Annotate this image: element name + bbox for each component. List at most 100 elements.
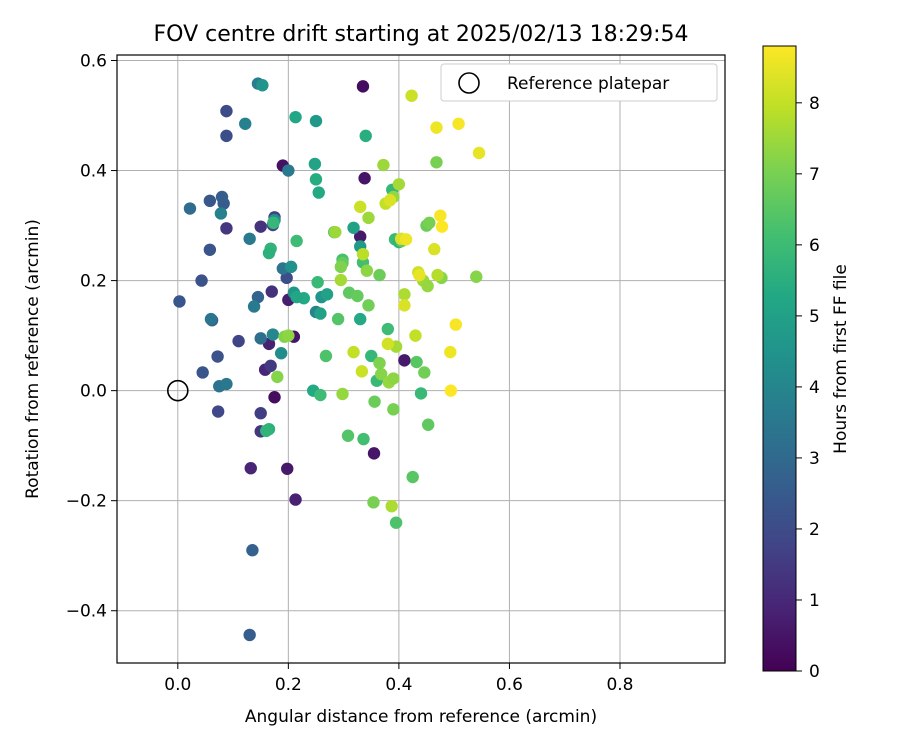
y-axis-ticks: −0.4 −0.2 0.0 0.2 0.4 0.6: [66, 52, 117, 622]
scatter-point: [309, 173, 323, 186]
scatter-point: [311, 276, 324, 289]
scatter-point: [215, 190, 229, 204]
y-tick-label: 0.0: [80, 382, 107, 402]
scatter-point: [282, 164, 295, 177]
scatter-point: [351, 289, 364, 303]
scatter-point: [220, 129, 233, 143]
scatter-point: [256, 79, 269, 92]
scatter-point: [358, 172, 371, 185]
scatter-point: [392, 178, 406, 191]
colorbar-tick-label: 4: [809, 378, 820, 398]
scatter-point: [365, 349, 378, 363]
scatter-point: [290, 234, 303, 248]
scatter-point: [334, 273, 348, 287]
scatter-point: [398, 288, 411, 301]
scatter-point: [314, 307, 327, 320]
scatter-point: [405, 89, 418, 102]
scatter-point: [435, 220, 449, 233]
scatter-point: [410, 355, 423, 369]
scatter-point: [264, 359, 277, 373]
scatter-point: [268, 391, 281, 404]
colorbar-tick-label: 5: [809, 307, 820, 327]
scatter-point: [444, 384, 458, 397]
scatter-point: [246, 544, 259, 557]
reference-marker-group: [167, 379, 189, 402]
scatter-point: [336, 387, 349, 401]
scatter-point: [472, 146, 486, 160]
scatter-point: [254, 406, 267, 420]
y-tick-label: 0.2: [80, 272, 107, 292]
scatter-point: [414, 387, 428, 400]
scatter-point: [173, 295, 186, 308]
scatter-point: [418, 366, 431, 379]
scatter-point: [355, 365, 369, 378]
y-tick-label: −0.2: [66, 492, 107, 512]
scatter-point: [428, 243, 441, 256]
scatter-point: [260, 424, 273, 438]
scatter-point: [359, 129, 372, 143]
scatter-point: [434, 209, 447, 222]
scatter-point: [341, 429, 355, 442]
scatter-point: [251, 290, 265, 304]
scatter-point: [421, 279, 434, 293]
scatter-point: [360, 264, 374, 277]
scatter-point: [377, 158, 390, 172]
scatter-point: [423, 216, 436, 230]
y-tick-label: 0.4: [80, 162, 107, 182]
scatter-point: [220, 104, 233, 118]
scatter-point: [357, 432, 370, 446]
scatter-point: [421, 418, 435, 431]
y-axis-label: Rotation from reference (arcmin): [23, 219, 43, 499]
legend: Reference platepar: [440, 63, 718, 102]
scatter-point: [267, 216, 280, 230]
scatter-point: [431, 268, 444, 282]
scatter-point: [262, 246, 276, 260]
x-axis-ticks: 0.0 0.2 0.4 0.6 0.8: [164, 663, 634, 695]
plot-area-frame: [116, 54, 726, 664]
scatter-point: [254, 220, 267, 233]
scatter-point: [398, 299, 411, 312]
y-tick-label: −0.4: [66, 602, 107, 622]
scatter-point: [413, 268, 426, 282]
colorbar-tick-label: 1: [809, 591, 820, 611]
scatter-point: [362, 211, 375, 225]
scatter-point: [320, 288, 334, 301]
colorbar-label: Hours from first FF file: [831, 264, 851, 454]
scatter-point: [203, 243, 217, 256]
scatter-point: [449, 318, 463, 331]
scatter-point: [398, 354, 411, 367]
x-tick-label: 0.0: [164, 675, 191, 695]
scatter-point: [289, 110, 302, 124]
colorbar: [762, 45, 797, 672]
reference-platepar-marker: [167, 379, 189, 402]
colorbar-tick-label: 7: [809, 165, 820, 185]
scatter-point: [329, 225, 342, 239]
scatter-point: [385, 499, 398, 513]
scatter-point: [331, 312, 345, 326]
scatter-point: [309, 114, 323, 128]
scatter-point: [354, 230, 367, 243]
scatter-point: [243, 628, 256, 642]
scatter-point: [211, 350, 224, 363]
scatter-point: [247, 300, 261, 313]
scatter-point: [399, 233, 413, 246]
scatter-point: [373, 356, 386, 370]
scatter-point: [196, 366, 209, 379]
scatter-point: [284, 260, 298, 274]
scatter-point: [430, 156, 443, 169]
colorbar-tick-label: 2: [809, 520, 820, 540]
scatter-point: [183, 202, 197, 215]
scatter-point: [220, 377, 233, 391]
scatter-point: [265, 285, 278, 298]
scatter-point: [239, 117, 252, 130]
scatter-point: [308, 157, 322, 171]
scatter-point: [244, 462, 257, 475]
x-tick-label: 0.8: [606, 675, 633, 695]
y-tick-label: 0.6: [80, 52, 107, 72]
scatter-point: [312, 186, 325, 199]
scatter-point: [243, 232, 256, 245]
scatter-point: [271, 370, 284, 384]
scatter-point: [367, 496, 380, 509]
scatter-point: [211, 405, 225, 418]
scatter-point: [387, 403, 400, 416]
